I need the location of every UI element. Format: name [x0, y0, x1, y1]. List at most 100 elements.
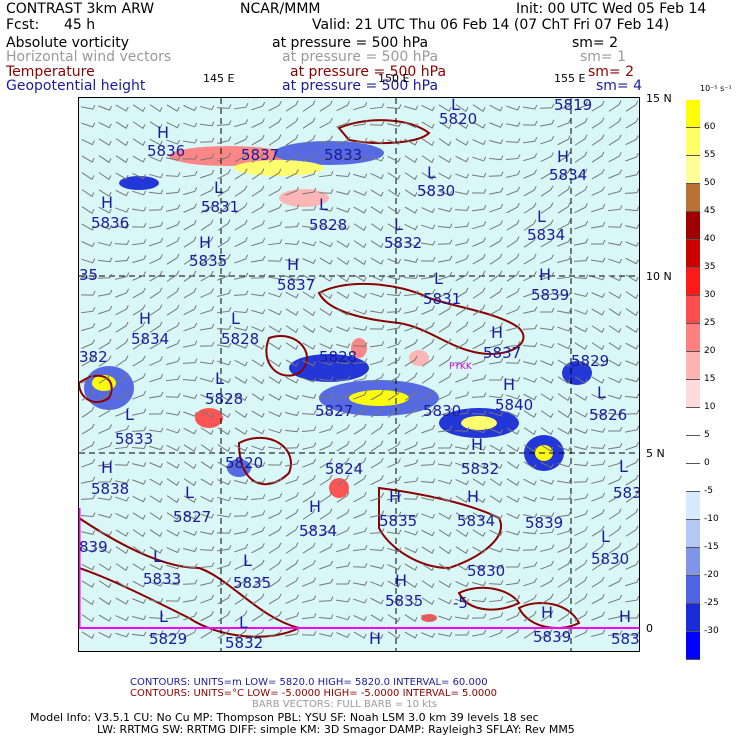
wind-barb: [404, 441, 419, 451]
wind-barb: [625, 241, 639, 247]
hl-marker: L: [231, 309, 240, 328]
wind-barb: [267, 239, 283, 246]
wind-barb: [132, 529, 146, 538]
hl-marker: H: [389, 487, 401, 506]
field-name-geopotential: Geopotential height: [6, 78, 146, 94]
wind-barb: [353, 509, 368, 519]
wind-barb: [539, 103, 555, 109]
wind-barb: [234, 343, 249, 349]
wind-barb: [523, 153, 538, 162]
wind-barb: [404, 306, 419, 314]
wind-barb: [149, 581, 164, 587]
wind-barb: [488, 580, 504, 585]
wind-barb: [404, 105, 419, 111]
wind-barb: [523, 306, 538, 314]
wind-barb: [421, 513, 436, 519]
hl-marker: H: [491, 323, 503, 342]
wind-barb: [301, 426, 317, 433]
wind-barb: [369, 324, 385, 330]
wind-barb: [115, 189, 129, 197]
wind-barb: [387, 564, 401, 571]
wind-barb: [591, 492, 606, 502]
wind-barb: [590, 221, 606, 229]
wind-barb: [591, 611, 606, 621]
wind-barb: [506, 287, 520, 299]
wind-barb: [336, 543, 351, 553]
wind-barb: [217, 610, 231, 622]
hl-marker: L: [537, 207, 546, 226]
wind-barb: [404, 241, 419, 247]
wind-barb: [251, 610, 265, 622]
hl-marker: L: [185, 483, 194, 502]
wind-barb: [421, 189, 435, 197]
colorbar-tick-label: 15: [704, 374, 716, 384]
wind-barb: [489, 270, 503, 282]
wind-barb: [353, 374, 368, 382]
wind-barb: [353, 326, 368, 331]
wind-barb: [404, 423, 418, 435]
wind-barb: [217, 202, 231, 214]
wind-barb: [370, 457, 384, 469]
wind-barb: [421, 442, 436, 450]
wind-barb: [166, 270, 180, 282]
height-value: 5835: [385, 592, 423, 610]
wind-barb: [217, 496, 232, 502]
wind-barb: [574, 359, 588, 368]
wind-barb: [217, 219, 231, 231]
height-value: 5834: [131, 330, 169, 348]
wind-barb: [438, 546, 452, 555]
wind-barb: [591, 411, 606, 417]
wind-barb: [472, 546, 486, 554]
wind-barb: [319, 257, 333, 265]
wind-barb: [557, 326, 572, 332]
wind-barb: [319, 360, 334, 366]
colorbar-tick-label: 10: [704, 402, 716, 412]
wind-barb: [523, 253, 537, 265]
wind-barb: [438, 155, 452, 163]
wind-barb: [200, 186, 214, 197]
wind-barb: [268, 308, 282, 316]
wind-barb: [557, 376, 571, 385]
wind-barb: [523, 236, 537, 248]
wind-barb: [336, 274, 350, 283]
wind-barb: [285, 291, 299, 299]
wind-barb: [557, 255, 572, 264]
wind-barb: [335, 154, 351, 160]
wind-barb: [115, 597, 129, 605]
wind-barb: [523, 219, 537, 231]
wind-barb: [591, 292, 605, 299]
wind-barb: [251, 543, 265, 554]
wind-barb: [455, 355, 469, 367]
wind-barb: [166, 357, 181, 366]
wind-barb: [132, 138, 146, 147]
colorbar-swatch: [686, 156, 700, 184]
wind-barb: [216, 324, 232, 330]
wind-barb: [404, 389, 418, 401]
height-value: 5830: [591, 550, 629, 568]
wind-barb: [115, 407, 130, 417]
wind-barb: [251, 168, 265, 180]
wind-barb: [98, 546, 112, 554]
wind-barb: [335, 359, 351, 365]
wind-barb: [438, 138, 452, 147]
wind-barb: [149, 462, 163, 469]
wind-barb: [199, 546, 215, 551]
wind-barb: [132, 563, 146, 571]
wind-barb: [183, 495, 197, 503]
wind-barb: [574, 101, 588, 111]
hl-marker: L: [434, 269, 443, 288]
wind-barb: [132, 615, 147, 621]
wind-barb: [183, 461, 197, 470]
wind-barb: [608, 594, 623, 604]
wind-barb: [387, 580, 401, 588]
wind-barb: [370, 206, 384, 215]
wind-barb: [166, 237, 180, 248]
hl-marker: H: [199, 233, 211, 252]
colorbar-tick-label: 40: [704, 234, 716, 244]
wind-barb: [166, 629, 181, 638]
wind-barb: [80, 494, 96, 500]
wind-barb: [166, 564, 181, 570]
height-value: 839: [79, 538, 108, 556]
wind-barb: [472, 237, 486, 247]
wind-barb: [149, 563, 163, 571]
